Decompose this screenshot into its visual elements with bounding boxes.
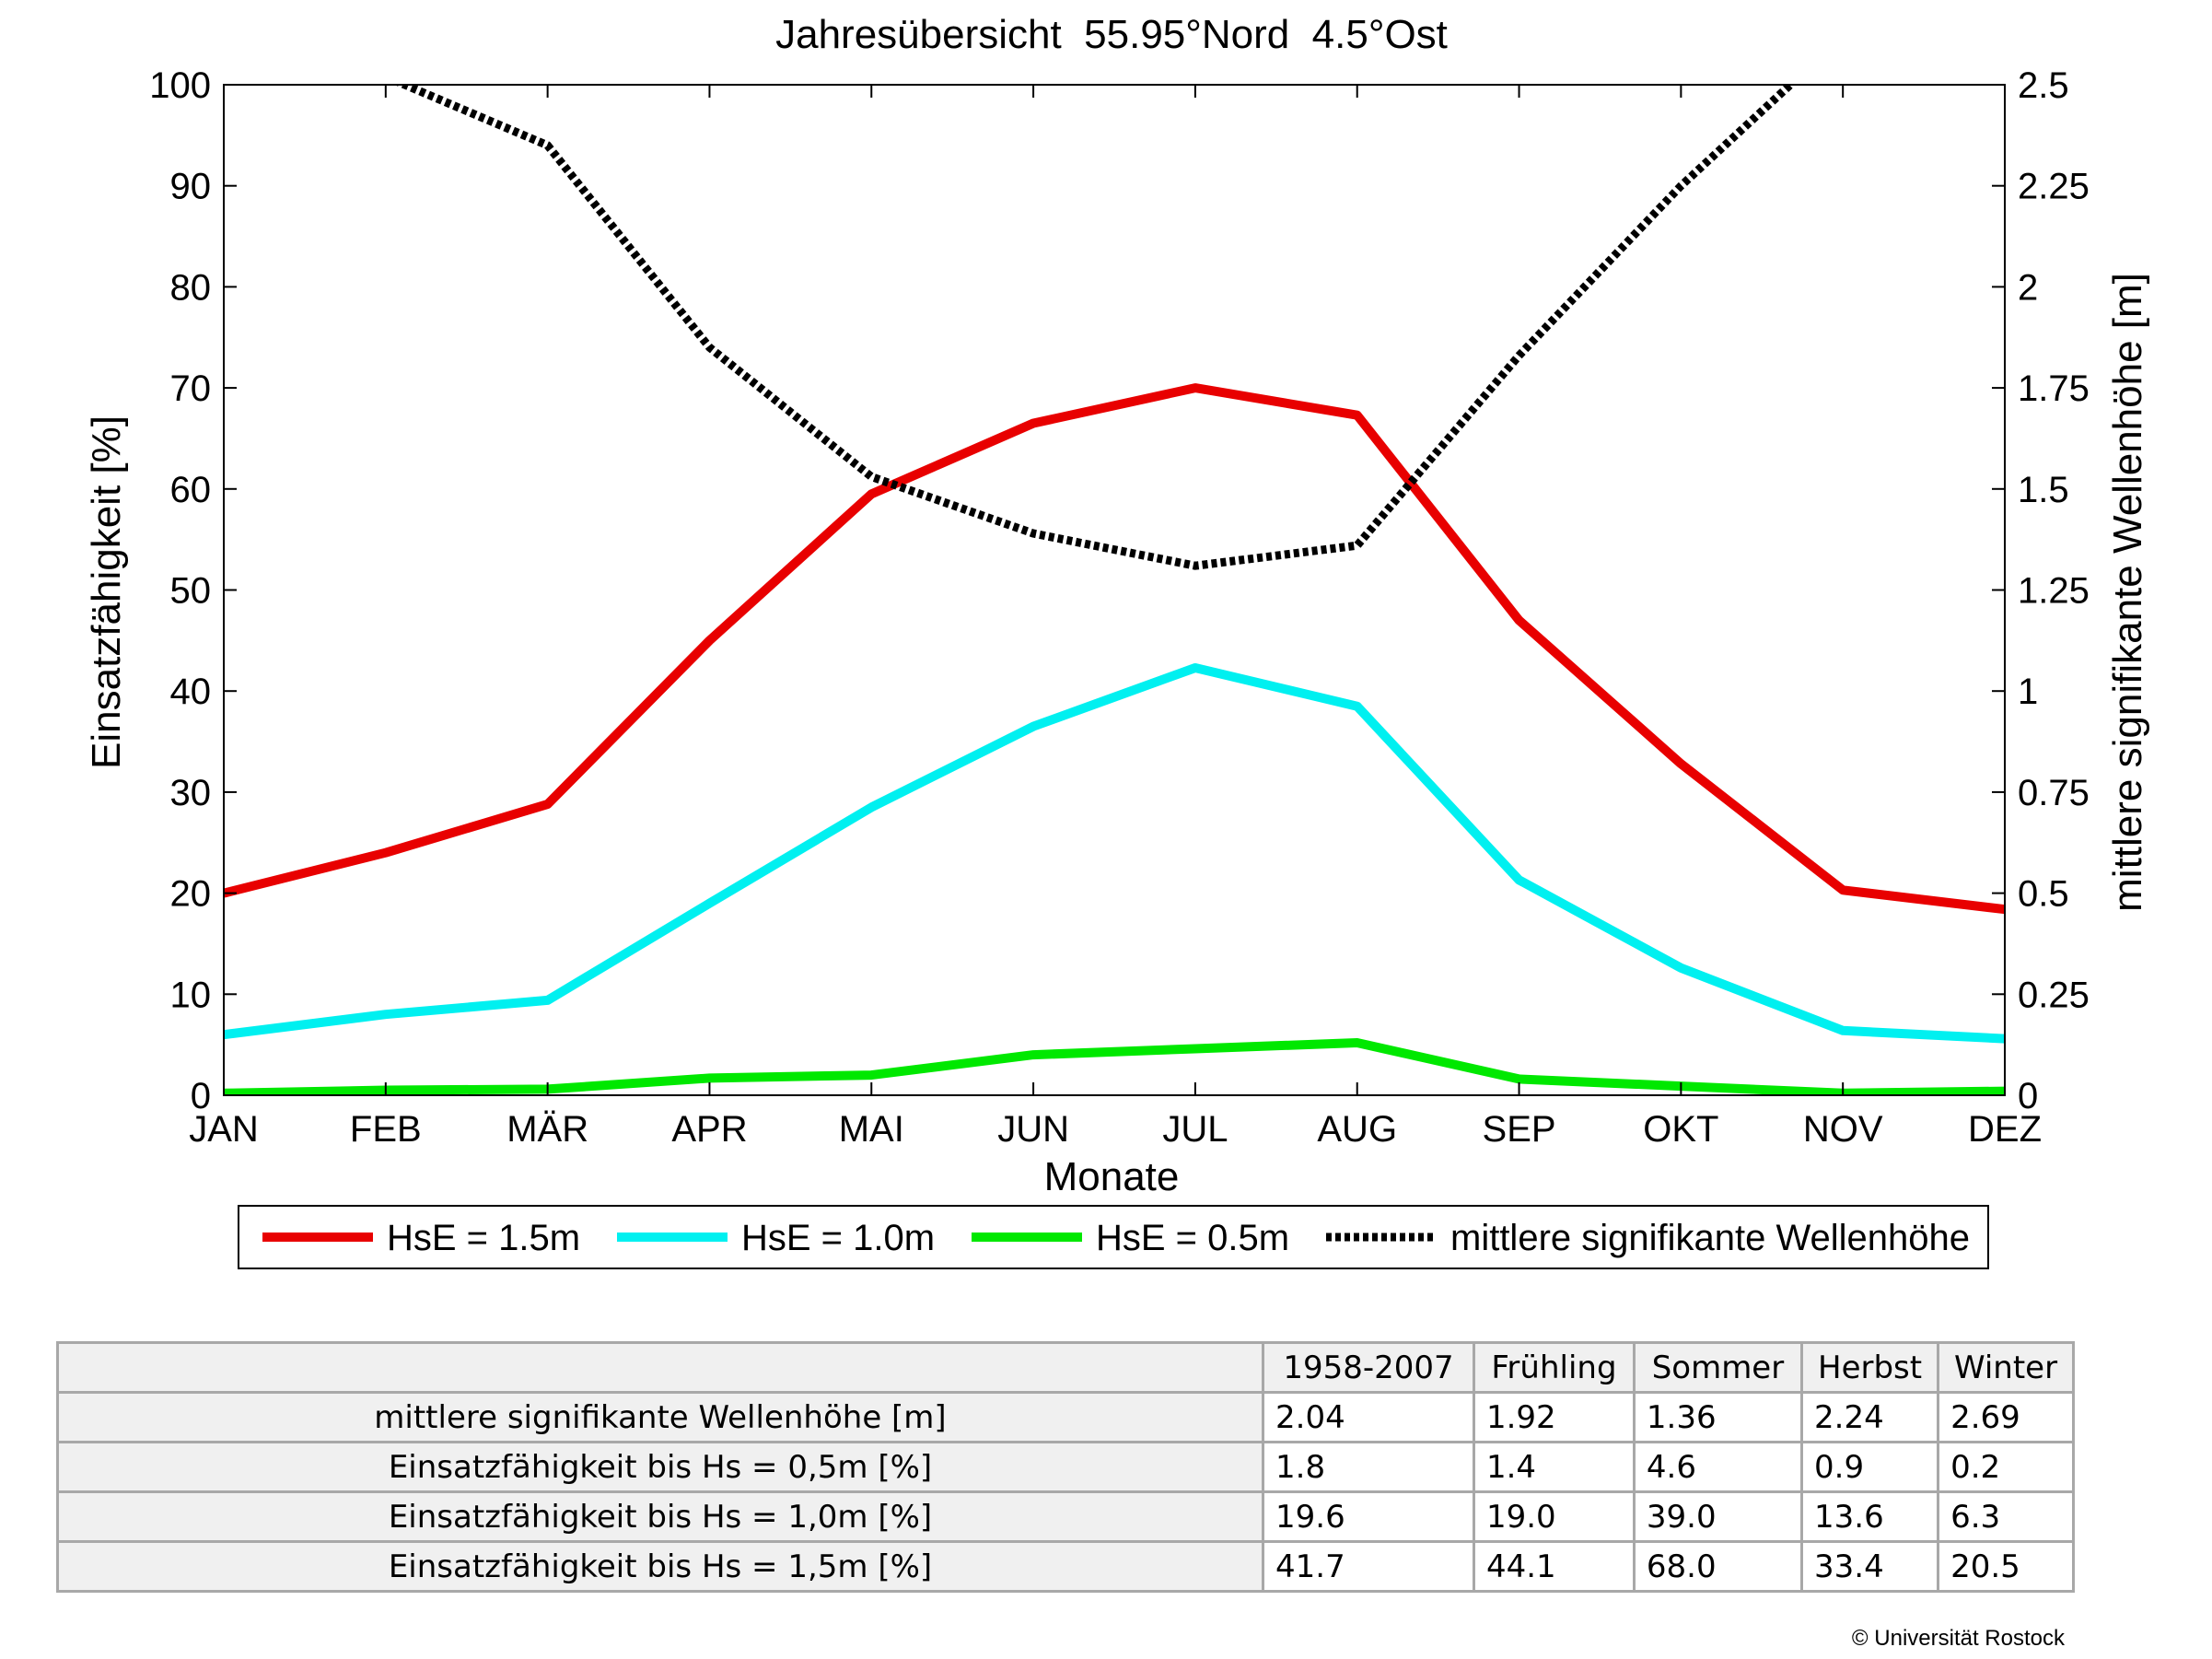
- x-tick-label: FEB: [350, 1109, 422, 1150]
- y-right-tick-label: 0.75: [2018, 773, 2090, 813]
- y-left-tick-label: 60: [170, 470, 212, 510]
- y-right-tick-label: 1.5: [2018, 470, 2069, 510]
- y-left-tick-label: 20: [170, 874, 212, 915]
- y-left-tick-label: 50: [170, 571, 212, 612]
- x-tick-label: OKT: [1643, 1109, 1718, 1150]
- y-left-tick-label: 30: [170, 773, 212, 813]
- table-row: Einsatzfähigkeit bis Hs = 1,0m [%] 19.6 …: [56, 1490, 2075, 1543]
- x-tick-label: MAI: [839, 1109, 904, 1150]
- x-tick-label: NOV: [1803, 1109, 1883, 1150]
- copyright-notice: © Universität Rostock: [1851, 1626, 2065, 1651]
- table-cell: 2.04: [1262, 1391, 1475, 1443]
- table-row-label: Einsatzfähigkeit bis Hs = 1,5m [%]: [56, 1540, 1264, 1593]
- x-tick-label: JAN: [189, 1109, 259, 1150]
- y-axis-left-label: Einsatzfähigkeit [%]: [84, 415, 129, 769]
- table-row-label: Einsatzfähigkeit bis Hs = 1,0m [%]: [56, 1490, 1264, 1543]
- legend-label: HsE = 1.0m: [741, 1218, 935, 1258]
- table-cell: 6.3: [1937, 1490, 2075, 1543]
- y-left-tick-label: 10: [170, 975, 212, 1015]
- y-right-tick-label: 1.75: [2018, 368, 2090, 409]
- table-header-row: 1958-2007 Frühling Sommer Herbst Winter: [56, 1341, 2075, 1394]
- table-header-summer: Sommer: [1632, 1341, 1804, 1394]
- table-header-autumn: Herbst: [1800, 1341, 1940, 1394]
- legend-label: HsE = 0.5m: [1096, 1218, 1289, 1258]
- y-left-tick-label: 70: [170, 368, 212, 409]
- table-cell: 20.5: [1937, 1540, 2075, 1593]
- series-line-wave-height: [394, 85, 1797, 570]
- table-row-label: Einsatzfähigkeit bis Hs = 0,5m [%]: [56, 1441, 1264, 1493]
- x-tick-label: DEZ: [1968, 1109, 2042, 1150]
- table-cell: 19.6: [1262, 1490, 1475, 1543]
- table-row: Einsatzfähigkeit bis Hs = 0,5m [%] 1.8 1…: [56, 1441, 2075, 1493]
- x-tick-label: MÄR: [506, 1109, 588, 1150]
- table-row: mittlere signifikante Wellenhöhe [m] 2.0…: [56, 1391, 2075, 1443]
- series-line-0: [224, 383, 2005, 915]
- x-tick-label: JUL: [1162, 1109, 1228, 1150]
- table-cell: 39.0: [1632, 1490, 1804, 1543]
- table-header-period: 1958-2007: [1262, 1341, 1475, 1394]
- table-row: Einsatzfähigkeit bis Hs = 1,5m [%] 41.7 …: [56, 1540, 2075, 1593]
- y-right-tick-label: 1: [2018, 672, 2038, 712]
- table-corner-cell: [56, 1341, 1264, 1394]
- table-cell: 0.9: [1800, 1441, 1940, 1493]
- table-cell: 19.0: [1472, 1490, 1636, 1543]
- table-cell: 1.4: [1472, 1441, 1636, 1493]
- summary-table: 1958-2007 Frühling Sommer Herbst Winter …: [56, 1341, 2075, 1593]
- series-line-1: [224, 663, 2005, 1044]
- table-cell: 1.8: [1262, 1441, 1475, 1493]
- x-tick-label: AUG: [1317, 1109, 1397, 1150]
- y-right-tick-label: 2.25: [2018, 167, 2090, 207]
- y-left-tick-label: 80: [170, 267, 212, 308]
- x-tick-label: APR: [671, 1109, 747, 1150]
- table-cell: 13.6: [1800, 1490, 1940, 1543]
- table-cell: 44.1: [1472, 1540, 1636, 1593]
- table-cell: 41.7: [1262, 1540, 1475, 1593]
- chart-title: Jahresübersicht 55.95°Nord 4.5°Ost: [775, 12, 1448, 57]
- series-line-2: [224, 1038, 2005, 1095]
- y-right-tick-label: 0.5: [2018, 874, 2069, 915]
- x-tick-label: SEP: [1483, 1109, 1556, 1150]
- x-axis-label: Monate: [1044, 1154, 1180, 1199]
- legend-label: HsE = 1.5m: [387, 1218, 580, 1258]
- table-cell: 1.92: [1472, 1391, 1636, 1443]
- y-left-tick-label: 0: [191, 1076, 211, 1116]
- table-header-winter: Winter: [1937, 1341, 2075, 1394]
- y-left-tick-label: 90: [170, 167, 212, 207]
- y-axis-right-label: mittlere signifikante Wellenhöhe [m]: [2105, 273, 2150, 912]
- plot-frame: [223, 84, 2006, 1096]
- y-left-tick-label: 40: [170, 672, 212, 712]
- x-tick-label: JUN: [997, 1109, 1069, 1150]
- table-cell: 2.69: [1937, 1391, 2075, 1443]
- legend-label: mittlere signifikante Wellenhöhe: [1450, 1218, 1970, 1258]
- table-cell: 2.24: [1800, 1391, 1940, 1443]
- y-right-tick-label: 2.5: [2018, 65, 2069, 106]
- table-cell: 0.2: [1937, 1441, 2075, 1493]
- legend-box: [238, 1205, 1989, 1269]
- y-right-tick-label: 2: [2018, 267, 2038, 308]
- table-cell: 68.0: [1632, 1540, 1804, 1593]
- table-cell: 4.6: [1632, 1441, 1804, 1493]
- y-left-tick-label: 100: [149, 65, 211, 106]
- table-cell: 33.4: [1800, 1540, 1940, 1593]
- y-right-tick-label: 0: [2018, 1076, 2038, 1116]
- table-cell: 1.36: [1632, 1391, 1804, 1443]
- y-right-tick-label: 1.25: [2018, 571, 2090, 612]
- table-row-label: mittlere signifikante Wellenhöhe [m]: [56, 1391, 1264, 1443]
- table-header-spring: Frühling: [1472, 1341, 1636, 1394]
- y-right-tick-label: 0.25: [2018, 975, 2090, 1015]
